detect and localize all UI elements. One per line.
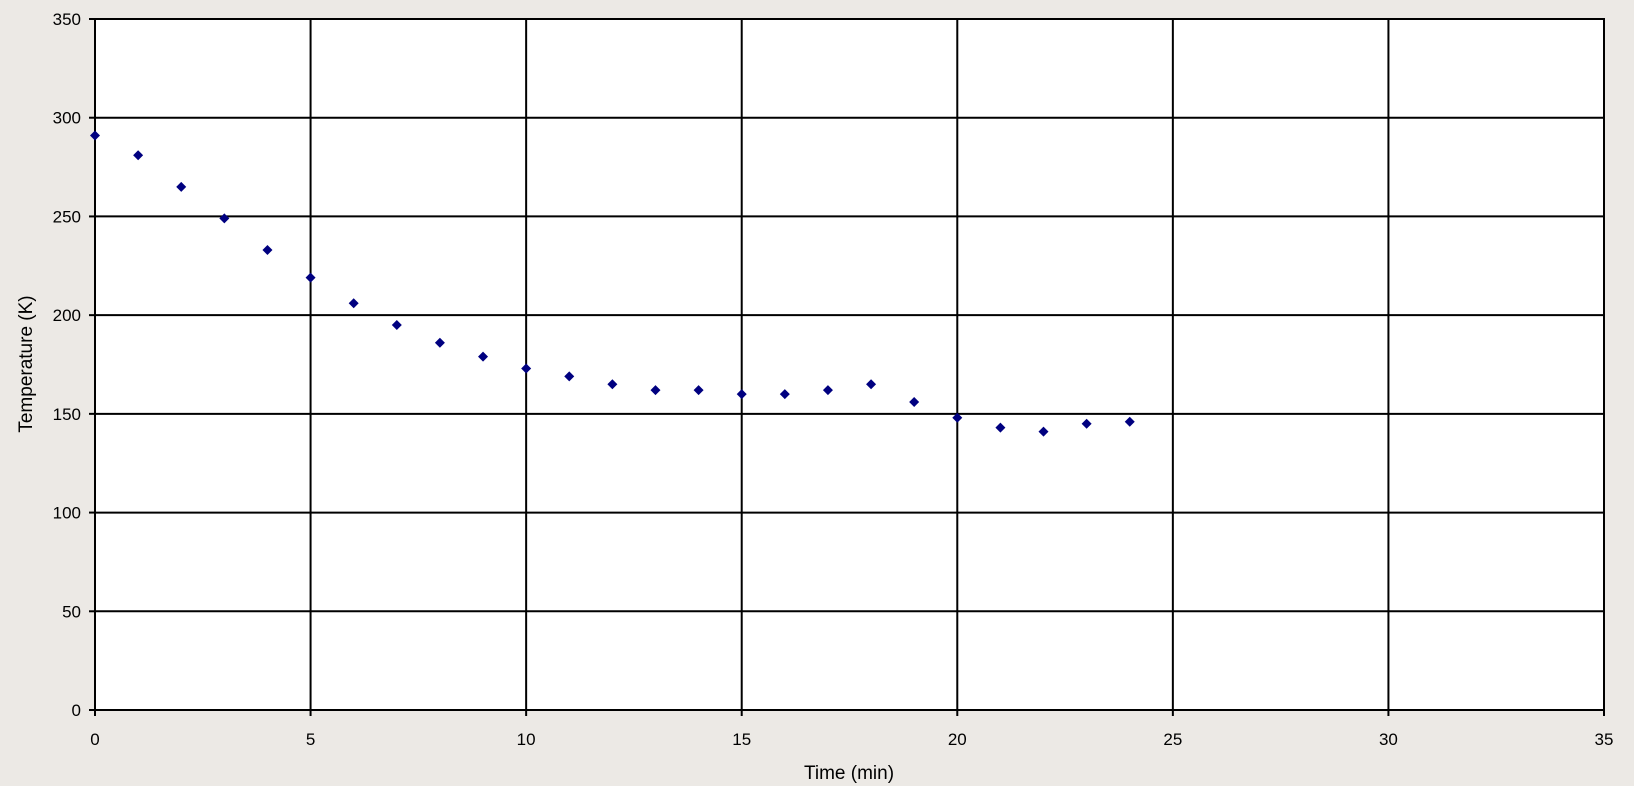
y-axis-label: Temperature (K) bbox=[16, 295, 37, 432]
data-point bbox=[478, 351, 489, 362]
data-point bbox=[305, 272, 316, 283]
data-point bbox=[348, 298, 359, 309]
x-tick-label: 25 bbox=[1163, 730, 1182, 749]
data-point bbox=[779, 389, 790, 400]
data-point bbox=[434, 337, 445, 348]
x-tick-label: 0 bbox=[90, 730, 99, 749]
y-axis-ticks: 0 50 100 150 200 250 300 350 bbox=[53, 10, 81, 720]
y-tick-label: 150 bbox=[53, 405, 81, 424]
y-tick-label: 300 bbox=[53, 109, 81, 128]
data-point bbox=[219, 213, 230, 224]
data-point bbox=[650, 385, 661, 396]
data-point bbox=[693, 385, 704, 396]
x-tick-label: 35 bbox=[1595, 730, 1614, 749]
data-point bbox=[1124, 416, 1135, 427]
y-tick-label: 250 bbox=[53, 207, 81, 226]
x-tick-label: 10 bbox=[517, 730, 536, 749]
y-tick-label: 0 bbox=[72, 701, 81, 720]
data-point bbox=[607, 379, 618, 390]
y-tick-label: 100 bbox=[53, 504, 81, 523]
data-points bbox=[90, 130, 1135, 437]
plot-border bbox=[94, 18, 1605, 711]
x-tick-label: 20 bbox=[948, 730, 967, 749]
data-point bbox=[736, 389, 747, 400]
data-point bbox=[822, 385, 833, 396]
data-point bbox=[262, 244, 273, 255]
data-point bbox=[176, 181, 187, 192]
y-tick-label: 350 bbox=[53, 10, 81, 29]
data-point bbox=[391, 320, 402, 331]
data-point bbox=[133, 150, 144, 161]
x-axis-ticks: 0 5 10 15 20 25 30 35 bbox=[90, 730, 1613, 749]
x-tick-label: 30 bbox=[1379, 730, 1398, 749]
x-tick-label: 5 bbox=[306, 730, 315, 749]
data-point bbox=[564, 371, 575, 382]
data-point bbox=[995, 422, 1006, 433]
plot-area bbox=[95, 19, 1604, 710]
data-point bbox=[521, 363, 532, 374]
data-point bbox=[90, 130, 100, 141]
data-point bbox=[866, 379, 877, 390]
data-point bbox=[952, 412, 963, 423]
x-tick-label: 15 bbox=[732, 730, 751, 749]
x-axis-label: Time (min) bbox=[804, 763, 894, 784]
data-point bbox=[909, 397, 920, 408]
data-point bbox=[1038, 426, 1049, 437]
y-tick-label: 200 bbox=[53, 306, 81, 325]
data-point bbox=[1081, 418, 1092, 429]
y-tick-label: 50 bbox=[62, 602, 81, 621]
